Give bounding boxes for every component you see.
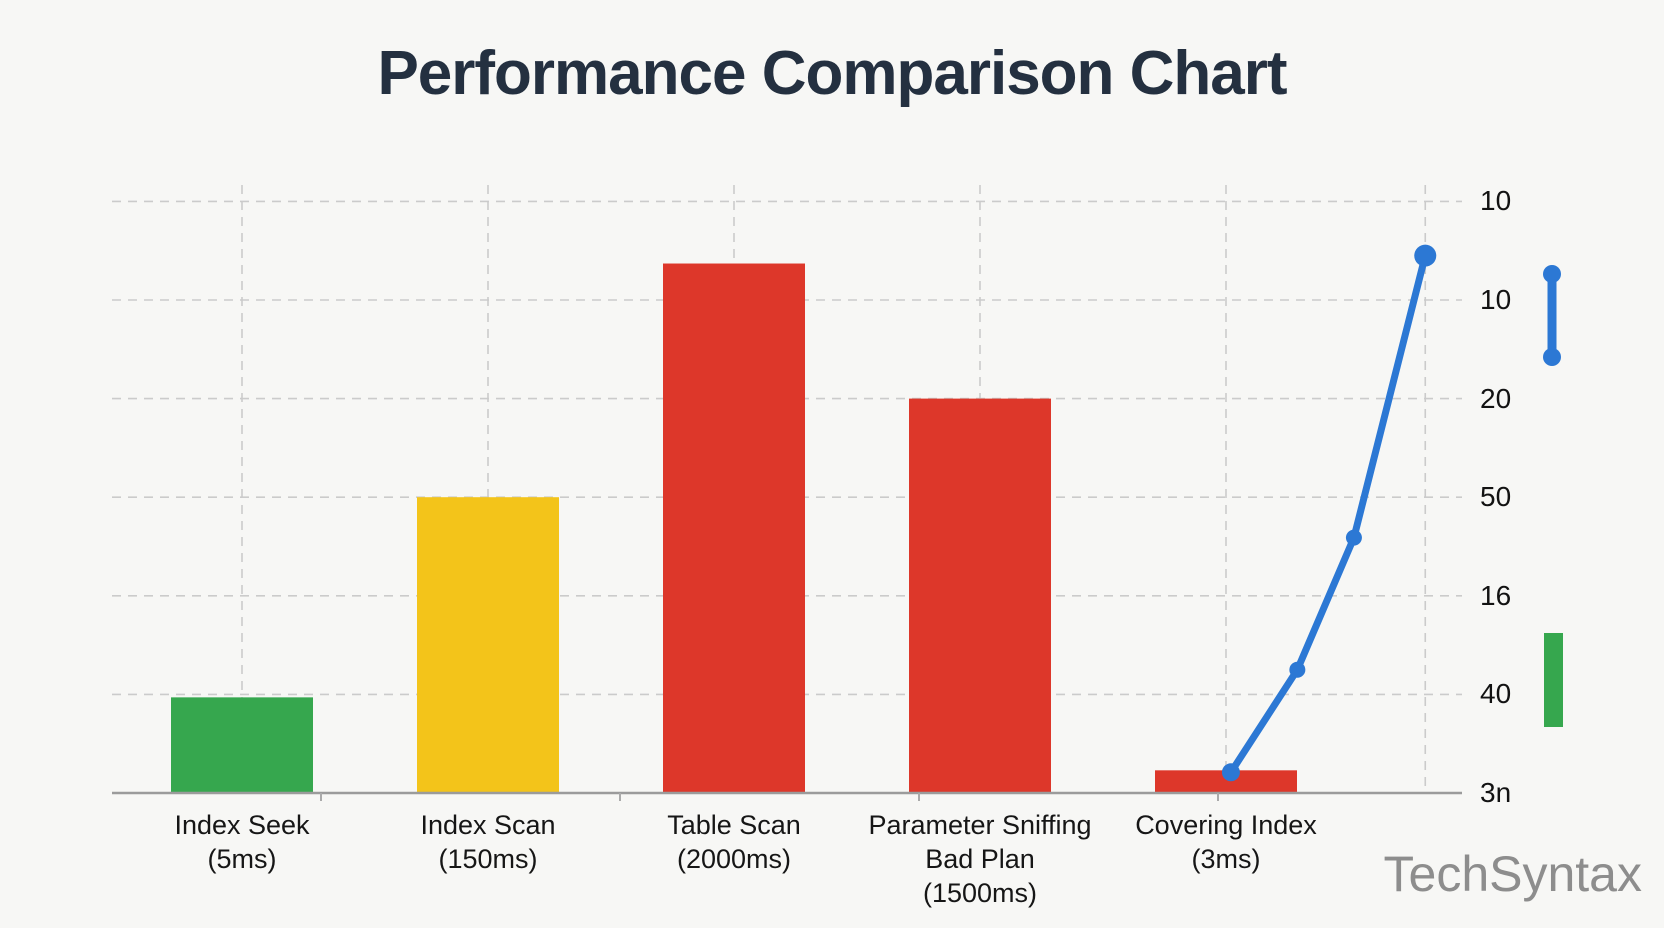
bar-index-seek bbox=[171, 697, 313, 793]
x-axis-label-line: Covering Index bbox=[1135, 810, 1317, 840]
x-axis-label-line: Parameter Sniffing bbox=[868, 810, 1092, 840]
bar-table-scan bbox=[663, 263, 805, 793]
trend-line-point bbox=[1345, 529, 1362, 546]
x-axis-label-line: (150ms) bbox=[438, 844, 538, 874]
line-series-legend-mark-dot bbox=[1543, 265, 1561, 283]
bar-index-scan bbox=[417, 497, 559, 793]
x-axis-label-line: Index Seek bbox=[174, 810, 310, 840]
x-axis-label-line: (5ms) bbox=[207, 844, 277, 874]
x-axis-label-line: Bad Plan bbox=[925, 844, 1035, 874]
y-axis-tick-label: 50 bbox=[1480, 481, 1512, 513]
trend-line bbox=[1227, 252, 1429, 776]
bar-parameter-sniffing bbox=[909, 398, 1051, 793]
x-axis-label-line: (2000ms) bbox=[676, 844, 792, 874]
y-axis-tick-label: 3n bbox=[1480, 777, 1512, 808]
trend-line-point bbox=[1414, 244, 1437, 267]
line-series-legend-mark-dot bbox=[1547, 311, 1557, 320]
x-axis-label-covering-index: Covering Index (3ms) bbox=[1066, 808, 1386, 876]
x-axis-label-index-scan: Index Scan (150ms) bbox=[328, 808, 648, 876]
x-axis-label-line: Index Scan bbox=[420, 810, 556, 840]
x-axis-label-line: (1500ms) bbox=[922, 878, 1038, 908]
y-axis-tick-label: 10 bbox=[1480, 284, 1512, 315]
y-axis-tick-label: 40 bbox=[1480, 678, 1512, 710]
y-axis-tick-label: 20 bbox=[1480, 382, 1512, 414]
y-axis-tick-label: 10 bbox=[1480, 185, 1512, 217]
x-axis-label-table-scan: Table Scan (2000ms) bbox=[574, 808, 894, 876]
bar-covering-index bbox=[1155, 770, 1297, 793]
bar-series-legend-mark bbox=[1544, 633, 1563, 727]
x-axis-label-parameter-sniffing: Parameter Sniffing Bad Plan (1500ms) bbox=[820, 808, 1140, 910]
y-axis-tick-label: 16 bbox=[1480, 579, 1512, 611]
trend-line-point bbox=[1221, 763, 1240, 782]
chart-title: Performance Comparison Chart bbox=[377, 39, 1287, 108]
x-axis-label-line: (3ms) bbox=[1191, 844, 1261, 874]
trend-line-point bbox=[1289, 661, 1306, 678]
x-axis-label-index-seek: Index Seek (5ms) bbox=[82, 808, 402, 876]
line-series-legend-mark-dot bbox=[1543, 348, 1561, 366]
watermark: TechSyntax bbox=[1383, 846, 1642, 902]
x-axis-label-line: Table Scan bbox=[667, 810, 801, 840]
